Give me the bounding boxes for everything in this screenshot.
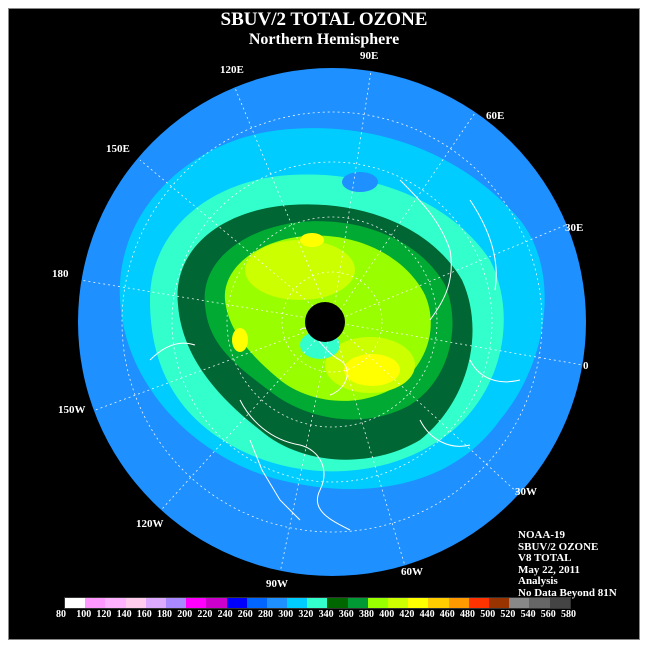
scale-swatch — [468, 598, 489, 608]
map-title: SBUV/2 TOTAL OZONE — [220, 9, 428, 30]
scale-tick-label: 140 — [116, 609, 132, 620]
lon-label-60w: 60W — [401, 566, 423, 578]
lon-label-120e: 120E — [220, 64, 244, 76]
yellow-ozone-zone-north — [300, 233, 324, 247]
scale-tick-label: 220 — [197, 609, 213, 620]
meridian-lines — [79, 70, 584, 574]
mid-ozone-patch — [342, 172, 378, 192]
lon-label-90w: 90W — [266, 578, 288, 590]
scale-swatch — [226, 598, 247, 608]
scale-swatch — [488, 598, 510, 608]
scale-tick-label: 200 — [177, 609, 193, 620]
scale-swatch — [287, 598, 308, 608]
scale-tick-label: 260 — [237, 609, 253, 620]
scale-tick-label: 280 — [258, 609, 273, 620]
scale-tick-label: 380 — [359, 609, 374, 620]
lon-label-0: 0 — [583, 360, 589, 372]
scale-tick-label: 580 — [561, 609, 576, 620]
scale-tick-label: 480 — [460, 609, 475, 620]
scale-swatch — [367, 598, 388, 608]
scale-tick-label: 360 — [338, 609, 354, 620]
lon-label-150e: 150E — [106, 143, 130, 155]
yellow-green-ozone-zone — [245, 240, 355, 300]
scale-tick-label: 520 — [500, 609, 516, 620]
info-block: NOAA-19 SBUV/2 OZONE V8 TOTAL May 22, 20… — [518, 529, 617, 599]
color-scale-bar — [64, 597, 571, 609]
lon-label-30w: 30W — [515, 486, 537, 498]
scale-tick-label: 160 — [136, 609, 152, 620]
scale-tick-label: 340 — [318, 609, 334, 620]
scale-tick-label: 400 — [379, 609, 395, 620]
scale-swatch — [428, 598, 449, 608]
info-satellite: NOAA-19 — [518, 529, 566, 541]
info-type: Analysis — [518, 575, 558, 587]
lon-label-90e: 90E — [360, 50, 379, 62]
scale-swatch — [266, 598, 288, 608]
scale-swatch — [206, 598, 227, 608]
info-note: No Data Beyond 81N — [518, 586, 617, 599]
scale-swatch — [105, 598, 126, 608]
scale-tick-label: 440 — [419, 609, 435, 620]
scale-swatch — [246, 598, 267, 608]
scale-swatch — [165, 598, 187, 608]
scale-tick-label: 320 — [298, 609, 314, 620]
lon-label-120w: 120W — [136, 518, 164, 530]
lon-label-60e: 60E — [486, 110, 505, 122]
scale-tick-label: 180 — [157, 609, 172, 620]
no-data-pole — [305, 302, 345, 342]
info-date: May 22, 2011 — [518, 563, 581, 576]
scale-tick-label: 100 — [76, 609, 92, 620]
yellow-ozone-zone — [344, 354, 400, 386]
scale-swatch — [509, 598, 530, 608]
scale-swatch — [549, 598, 570, 608]
scale-swatch — [186, 598, 207, 608]
info-version: V8 TOTAL — [518, 552, 572, 564]
scale-swatch — [448, 598, 469, 608]
latitude-circles — [121, 111, 543, 533]
scale-tick-label: 240 — [217, 609, 233, 620]
info-product: SBUV/2 OZONE — [518, 540, 599, 553]
scale-tick-label: 420 — [399, 609, 415, 620]
yellow-ozone-zone-west — [232, 328, 248, 352]
scale-swatch — [65, 598, 86, 608]
scale-tick-label: 560 — [540, 609, 556, 620]
scale-tick-label: 540 — [520, 609, 536, 620]
scale-swatch — [145, 598, 166, 608]
scale-tick-label: 500 — [480, 609, 496, 620]
scale-swatch — [388, 598, 409, 608]
scale-tick-label: 300 — [278, 609, 294, 620]
map-subtitle: Northern Hemisphere — [248, 31, 400, 48]
scale-tick-label: 80 — [56, 609, 66, 620]
scale-swatch — [85, 598, 106, 608]
scale-tick-label: 460 — [439, 609, 455, 620]
scale-swatch — [327, 598, 348, 608]
lon-label-180: 180 — [52, 268, 69, 280]
scale-tick-label: 120 — [96, 609, 112, 620]
scale-swatch — [307, 598, 328, 608]
lon-label-150w: 150W — [58, 404, 86, 416]
scale-swatch — [347, 598, 368, 608]
scale-swatch — [529, 598, 550, 608]
scale-swatch — [125, 598, 146, 608]
lon-label-30e: 30E — [565, 222, 584, 234]
scale-swatch — [408, 598, 429, 608]
